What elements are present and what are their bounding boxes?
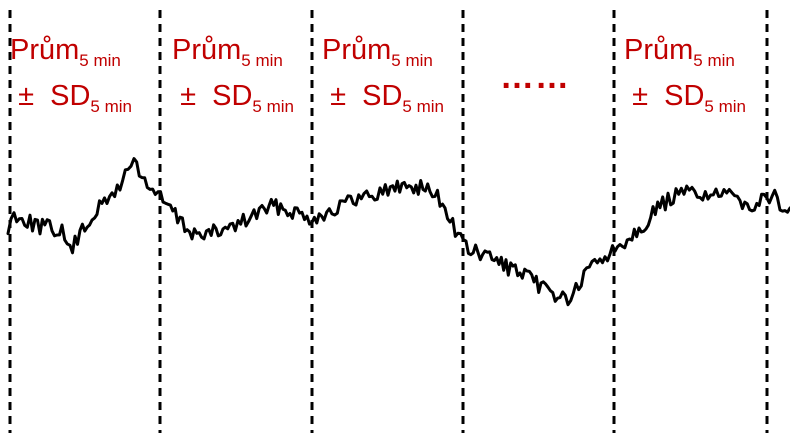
segment-1-label: Prům5 min ± SD5 min bbox=[10, 36, 132, 128]
segment-2-label: Prům5 min ± SD5 min bbox=[172, 36, 294, 128]
mean-text: Prům bbox=[624, 34, 694, 66]
sd-text: SD bbox=[50, 80, 91, 112]
ellipsis: …… bbox=[500, 58, 570, 96]
mean-text: Prům bbox=[10, 34, 80, 66]
sd-text: SD bbox=[212, 80, 253, 112]
mean-text: Prům bbox=[172, 34, 242, 66]
plus-minus: ± bbox=[330, 80, 346, 112]
sd-subscript: 5 min bbox=[252, 97, 294, 116]
mean-text: Prům bbox=[322, 34, 392, 66]
segment-3-label: Prům5 min ± SD5 min bbox=[322, 36, 444, 128]
sd-subscript: 5 min bbox=[704, 97, 746, 116]
mean-subscript: 5 min bbox=[241, 51, 283, 70]
plus-minus: ± bbox=[632, 80, 648, 112]
sd-text: SD bbox=[664, 80, 705, 112]
plus-minus: ± bbox=[180, 80, 196, 112]
sd-text: SD bbox=[362, 80, 403, 112]
mean-subscript: 5 min bbox=[693, 51, 735, 70]
mean-subscript: 5 min bbox=[391, 51, 433, 70]
plus-minus: ± bbox=[18, 80, 34, 112]
sd-subscript: 5 min bbox=[402, 97, 444, 116]
sd-subscript: 5 min bbox=[90, 97, 132, 116]
segment-5-label: Prům5 min ± SD5 min bbox=[624, 36, 746, 128]
signal-trace bbox=[6, 157, 790, 307]
mean-subscript: 5 min bbox=[79, 51, 121, 70]
